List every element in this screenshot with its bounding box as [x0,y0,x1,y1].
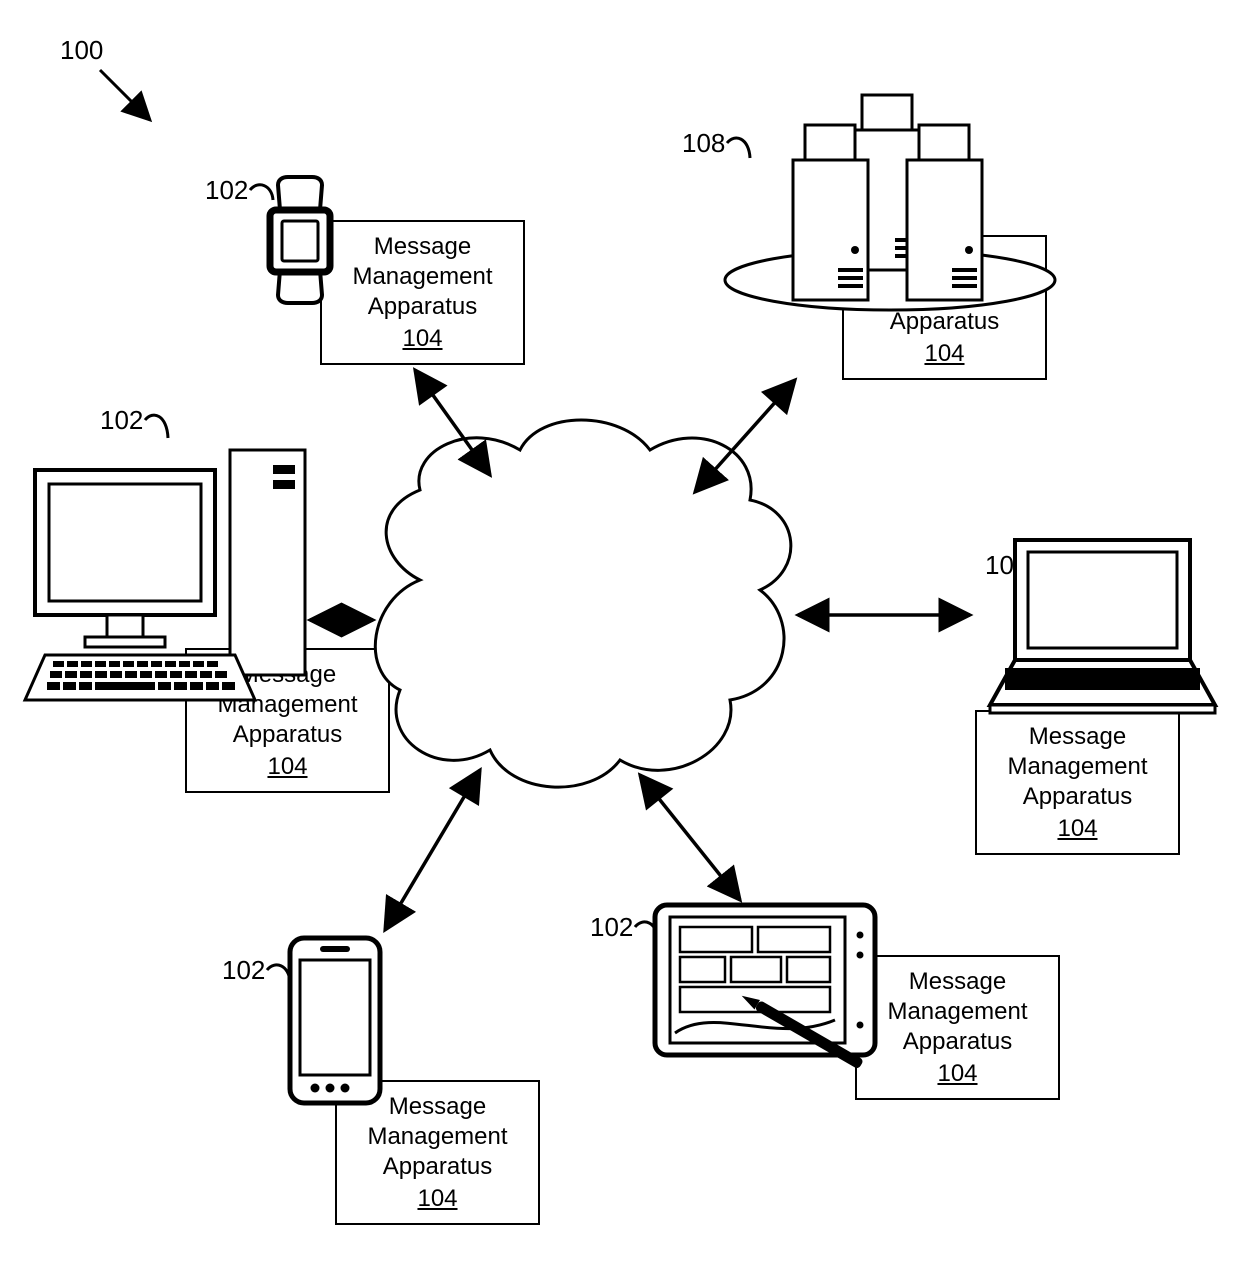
arrow-phone [385,770,480,930]
cloud-title: Data Network [501,596,659,626]
arrow-servers [695,380,795,492]
mma-box-tablet: Message Management Apparatus 104 [855,955,1060,1100]
ref-servers: 108 [682,128,725,159]
mma-box-servers: Message Management Apparatus 104 [842,235,1047,380]
ref-smartwatch: 102 [205,175,248,206]
leadline-smartwatch [250,185,273,200]
figure-ref-label: 100 [60,35,103,66]
tablet-icon [655,905,875,1070]
arrow-tablet [640,775,740,900]
leadline-tablet [635,922,658,940]
mma-box-smartwatch: Message Management Apparatus 104 [320,220,525,365]
leadline-laptop [1030,560,1053,578]
arrow-smartwatch [415,370,490,475]
ref-desktop: 102 [100,405,143,436]
cloud-ref: 106 [500,629,660,663]
mma-box-phone: Message Management Apparatus 104 [335,1080,540,1225]
ref-tablet: 102 [590,912,633,943]
ref-laptop: 102 [985,550,1028,581]
leadline-desktop [145,415,168,438]
diagram-canvas: 100 Data Network 106 Message Management … [0,0,1240,1285]
smartphone-icon [290,938,380,1103]
leadline-servers [727,138,750,158]
mma-box-desktop: Message Management Apparatus 104 [185,648,390,793]
cloud-label: Data Network 106 [500,595,660,663]
leadline-phone [267,965,290,982]
mma-box-laptop: Message Management Apparatus 104 [975,710,1180,855]
ref-phone: 102 [222,955,265,986]
